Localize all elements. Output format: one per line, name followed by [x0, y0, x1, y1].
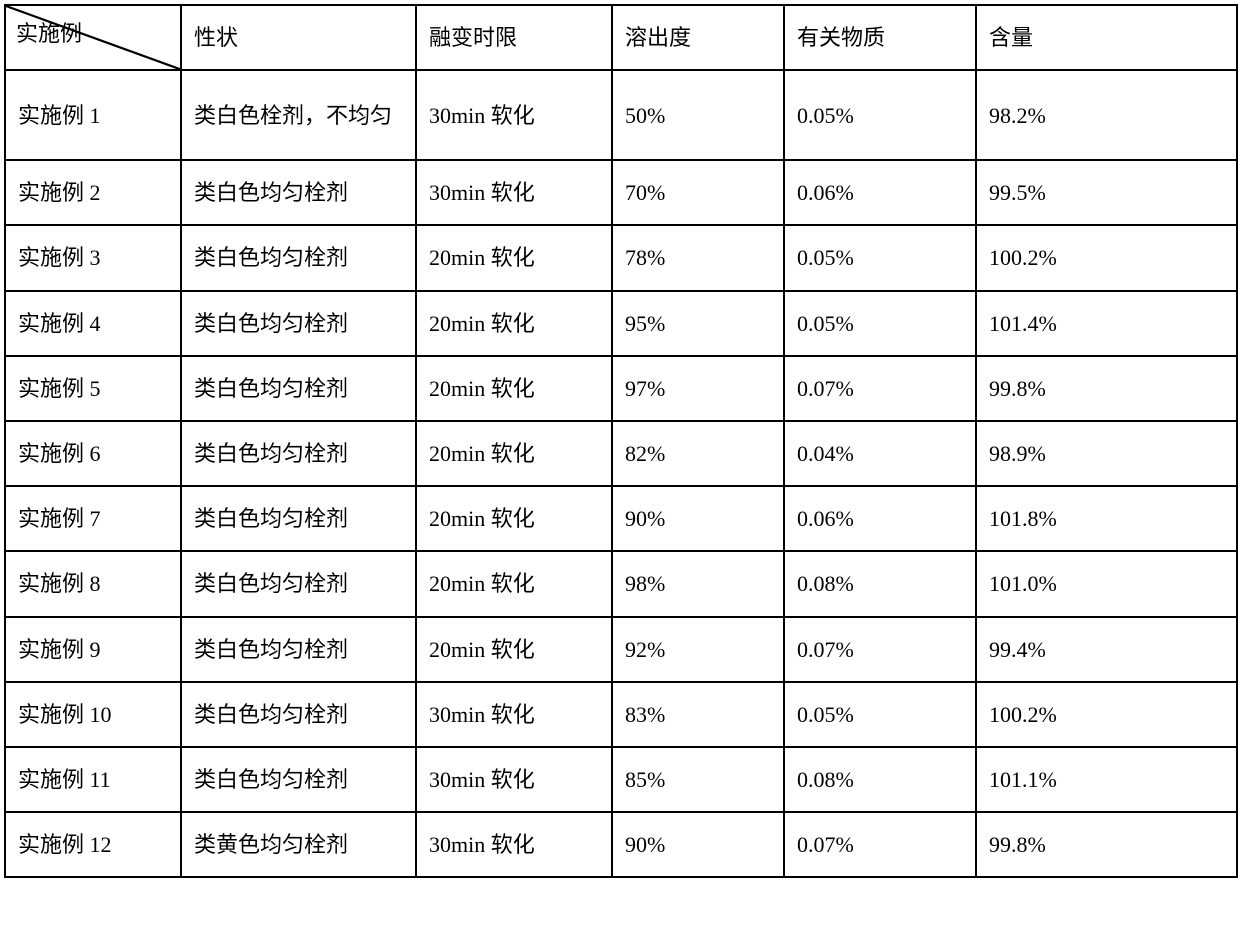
cell-appearance: 类白色均匀栓剂	[181, 682, 416, 747]
row-label: 实施例 2	[5, 160, 181, 225]
row-label: 实施例 11	[5, 747, 181, 812]
table-row: 实施例 1类白色栓剂，不均匀30min 软化50%0.05%98.2%	[5, 70, 1237, 160]
row-label: 实施例 12	[5, 812, 181, 877]
cell-dissolution: 90%	[612, 486, 784, 551]
cell-content: 101.0%	[976, 551, 1237, 616]
header-col-dissolution: 溶出度	[612, 5, 784, 70]
cell-melting: 30min 软化	[416, 682, 612, 747]
row-label: 实施例 10	[5, 682, 181, 747]
row-label: 实施例 8	[5, 551, 181, 616]
cell-content: 99.8%	[976, 356, 1237, 421]
table-body: 实施例 1类白色栓剂，不均匀30min 软化50%0.05%98.2%实施例 2…	[5, 70, 1237, 877]
cell-dissolution: 82%	[612, 421, 784, 486]
data-table: 实施例 性状 融变时限 溶出度 有关物质 含量 实施例 1类白色栓剂，不均匀30…	[4, 4, 1238, 878]
cell-dissolution: 97%	[612, 356, 784, 421]
cell-melting: 20min 软化	[416, 421, 612, 486]
cell-impurities: 0.08%	[784, 551, 976, 616]
cell-impurities: 0.06%	[784, 486, 976, 551]
cell-melting: 20min 软化	[416, 617, 612, 682]
cell-content: 99.4%	[976, 617, 1237, 682]
row-label: 实施例 7	[5, 486, 181, 551]
table-row: 实施例 3类白色均匀栓剂20min 软化78%0.05%100.2%	[5, 225, 1237, 290]
cell-appearance: 类白色均匀栓剂	[181, 486, 416, 551]
table-row: 实施例 5类白色均匀栓剂20min 软化97%0.07%99.8%	[5, 356, 1237, 421]
header-row: 实施例 性状 融变时限 溶出度 有关物质 含量	[5, 5, 1237, 70]
cell-melting: 20min 软化	[416, 291, 612, 356]
cell-impurities: 0.05%	[784, 291, 976, 356]
cell-melting: 20min 软化	[416, 551, 612, 616]
cell-melting: 20min 软化	[416, 225, 612, 290]
cell-dissolution: 95%	[612, 291, 784, 356]
cell-appearance: 类白色均匀栓剂	[181, 160, 416, 225]
cell-melting: 20min 软化	[416, 356, 612, 421]
cell-appearance: 类白色均匀栓剂	[181, 747, 416, 812]
cell-appearance: 类白色均匀栓剂	[181, 356, 416, 421]
cell-content: 100.2%	[976, 682, 1237, 747]
cell-melting: 30min 软化	[416, 747, 612, 812]
cell-impurities: 0.07%	[784, 356, 976, 421]
cell-appearance: 类白色均匀栓剂	[181, 617, 416, 682]
cell-appearance: 类白色均匀栓剂	[181, 421, 416, 486]
cell-impurities: 0.04%	[784, 421, 976, 486]
cell-melting: 20min 软化	[416, 486, 612, 551]
header-diagonal-cell: 实施例	[5, 5, 181, 70]
cell-appearance: 类白色栓剂，不均匀	[181, 70, 416, 160]
header-col-content: 含量	[976, 5, 1237, 70]
cell-dissolution: 78%	[612, 225, 784, 290]
row-label: 实施例 5	[5, 356, 181, 421]
table-row: 实施例 9类白色均匀栓剂20min 软化92%0.07%99.4%	[5, 617, 1237, 682]
cell-impurities: 0.07%	[784, 812, 976, 877]
cell-dissolution: 92%	[612, 617, 784, 682]
table-row: 实施例 11类白色均匀栓剂30min 软化85%0.08%101.1%	[5, 747, 1237, 812]
row-label: 实施例 4	[5, 291, 181, 356]
row-label: 实施例 9	[5, 617, 181, 682]
cell-content: 98.9%	[976, 421, 1237, 486]
table-row: 实施例 6类白色均匀栓剂20min 软化82%0.04%98.9%	[5, 421, 1237, 486]
cell-dissolution: 98%	[612, 551, 784, 616]
table-row: 实施例 10类白色均匀栓剂30min 软化83%0.05%100.2%	[5, 682, 1237, 747]
cell-content: 99.8%	[976, 812, 1237, 877]
cell-content: 99.5%	[976, 160, 1237, 225]
cell-content: 100.2%	[976, 225, 1237, 290]
table-header: 实施例 性状 融变时限 溶出度 有关物质 含量	[5, 5, 1237, 70]
header-diagonal-label: 实施例	[16, 16, 82, 51]
cell-impurities: 0.08%	[784, 747, 976, 812]
cell-content: 101.4%	[976, 291, 1237, 356]
cell-melting: 30min 软化	[416, 70, 612, 160]
table-row: 实施例 4类白色均匀栓剂20min 软化95%0.05%101.4%	[5, 291, 1237, 356]
cell-dissolution: 70%	[612, 160, 784, 225]
cell-content: 101.8%	[976, 486, 1237, 551]
row-label: 实施例 3	[5, 225, 181, 290]
cell-appearance: 类黄色均匀栓剂	[181, 812, 416, 877]
row-label: 实施例 1	[5, 70, 181, 160]
cell-appearance: 类白色均匀栓剂	[181, 551, 416, 616]
header-col-impurities: 有关物质	[784, 5, 976, 70]
table-row: 实施例 2类白色均匀栓剂30min 软化70%0.06%99.5%	[5, 160, 1237, 225]
row-label: 实施例 6	[5, 421, 181, 486]
cell-dissolution: 85%	[612, 747, 784, 812]
cell-melting: 30min 软化	[416, 812, 612, 877]
cell-impurities: 0.07%	[784, 617, 976, 682]
cell-appearance: 类白色均匀栓剂	[181, 291, 416, 356]
cell-dissolution: 83%	[612, 682, 784, 747]
header-col-appearance: 性状	[181, 5, 416, 70]
cell-impurities: 0.05%	[784, 70, 976, 160]
cell-appearance: 类白色均匀栓剂	[181, 225, 416, 290]
table-row: 实施例 8类白色均匀栓剂20min 软化98%0.08%101.0%	[5, 551, 1237, 616]
cell-content: 101.1%	[976, 747, 1237, 812]
cell-dissolution: 50%	[612, 70, 784, 160]
table-row: 实施例 12类黄色均匀栓剂30min 软化90%0.07%99.8%	[5, 812, 1237, 877]
cell-impurities: 0.05%	[784, 225, 976, 290]
cell-content: 98.2%	[976, 70, 1237, 160]
cell-dissolution: 90%	[612, 812, 784, 877]
cell-impurities: 0.05%	[784, 682, 976, 747]
header-col-melting: 融变时限	[416, 5, 612, 70]
cell-melting: 30min 软化	[416, 160, 612, 225]
table-row: 实施例 7类白色均匀栓剂20min 软化90%0.06%101.8%	[5, 486, 1237, 551]
cell-impurities: 0.06%	[784, 160, 976, 225]
